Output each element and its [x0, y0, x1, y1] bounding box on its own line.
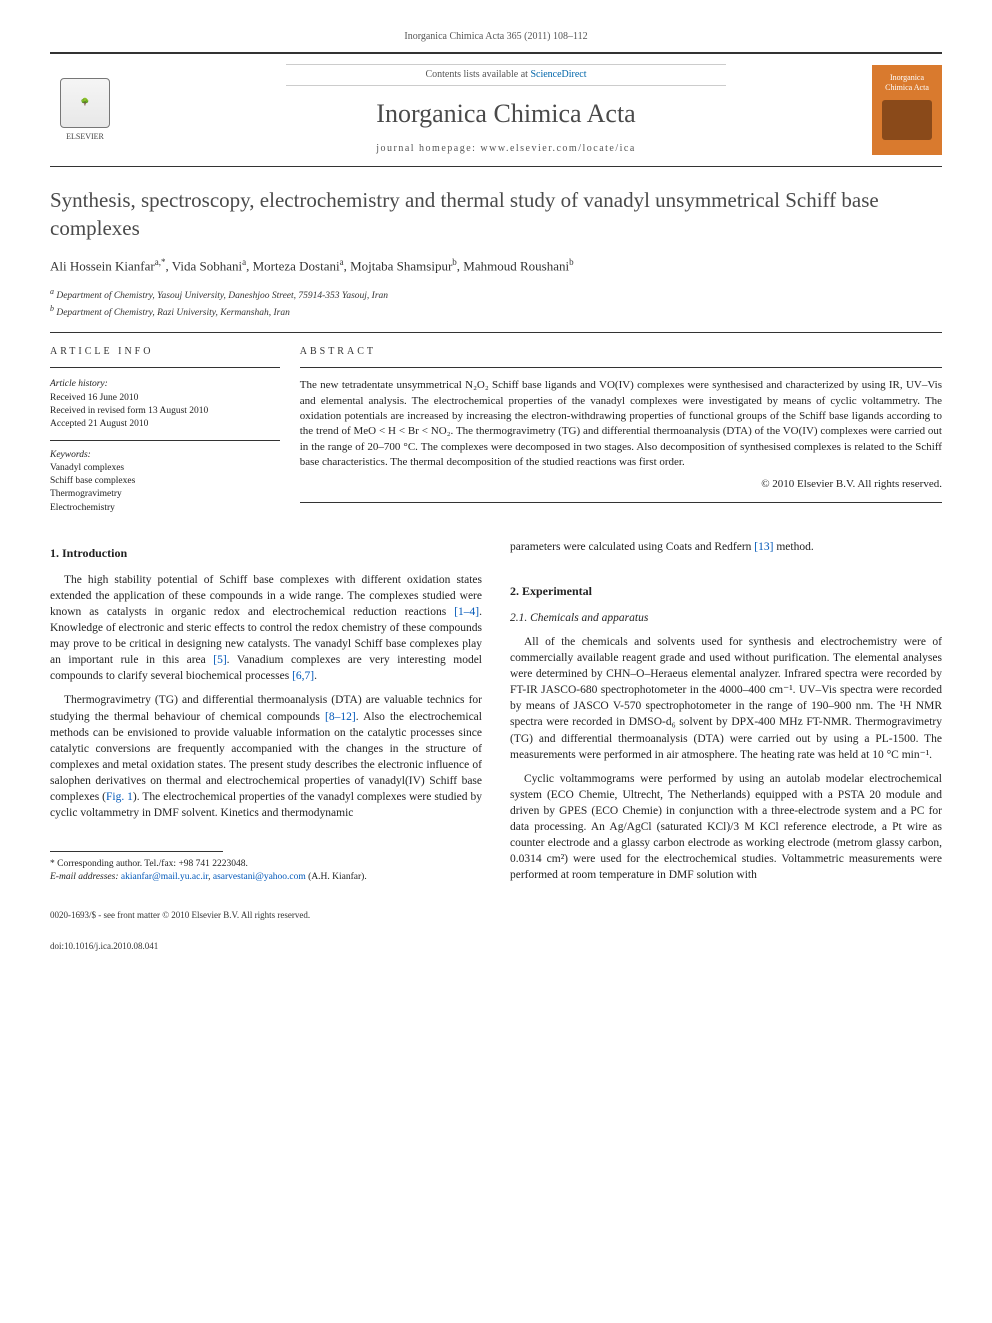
doi-line: doi:10.1016/j.ica.2010.08.041: [50, 940, 942, 953]
affiliations: a Department of Chemistry, Yasouj Univer…: [50, 286, 942, 321]
footnote-separator: [50, 851, 223, 852]
article-info-heading: ARTICLE INFO: [50, 345, 280, 368]
sciencedirect-link[interactable]: ScienceDirect: [530, 69, 586, 80]
contents-prefix: Contents lists available at: [425, 69, 530, 80]
body-columns: 1. Introduction The high stability poten…: [50, 539, 942, 891]
citation-6-7[interactable]: [6,7]: [292, 670, 314, 682]
journal-reference: Inorganica Chimica Acta 365 (2011) 108–1…: [50, 30, 942, 44]
journal-header: 🌳 ELSEVIER Contents lists available at S…: [50, 52, 942, 167]
homepage-prefix: journal homepage:: [376, 143, 480, 154]
article-info-block: ARTICLE INFO Article history: Received 1…: [50, 345, 300, 515]
keyword-item: Schiff base complexes: [50, 475, 280, 488]
exp-p1: All of the chemicals and solvents used f…: [510, 634, 942, 763]
article-title: Synthesis, spectroscopy, electrochemistr…: [50, 187, 942, 242]
authors-line: Ali Hossein Kianfara,*, Vida Sobhania, M…: [50, 256, 942, 276]
section-2-1-heading: 2.1. Chemicals and apparatus: [510, 610, 942, 626]
cover-title-bottom: Chimica Acta: [885, 83, 929, 93]
history-label: Article history:: [50, 378, 280, 391]
abstract-block: ABSTRACT The new tetradentate unsymmetri…: [300, 345, 942, 515]
accepted-date: Accepted 21 August 2010: [50, 418, 280, 431]
keyword-item: Electrochemistry: [50, 502, 280, 515]
keyword-item: Thermogravimetry: [50, 488, 280, 501]
abstract-copyright: © 2010 Elsevier B.V. All rights reserved…: [300, 477, 942, 492]
section-1-heading: 1. Introduction: [50, 545, 482, 562]
info-abstract-row: ARTICLE INFO Article history: Received 1…: [50, 332, 942, 515]
right-column: parameters were calculated using Coats a…: [510, 539, 942, 891]
elsevier-logo[interactable]: 🌳 ELSEVIER: [50, 73, 120, 148]
cover-graphic-icon: [882, 100, 932, 140]
footnote-block: * Corresponding author. Tel./fax: +98 74…: [50, 858, 482, 885]
revised-date: Received in revised form 13 August 2010: [50, 405, 280, 418]
front-matter-line: 0020-1693/$ - see front matter © 2010 El…: [50, 909, 942, 922]
homepage-url[interactable]: www.elsevier.com/locate/ica: [480, 143, 635, 154]
keywords-block: Keywords: Vanadyl complexes Schiff base …: [50, 449, 280, 515]
citation-1-4[interactable]: [1–4]: [454, 606, 479, 618]
exp-p2: Cyclic voltammograms were performed by u…: [510, 771, 942, 884]
contents-available-line: Contents lists available at ScienceDirec…: [286, 64, 725, 86]
intro-p1: The high stability potential of Schiff b…: [50, 572, 482, 685]
abstract-heading: ABSTRACT: [300, 345, 942, 368]
keywords-label: Keywords:: [50, 449, 280, 462]
intro-p2: Thermogravimetry (TG) and differential t…: [50, 692, 482, 821]
article-history: Article history: Received 16 June 2010 R…: [50, 378, 280, 440]
journal-name: Inorganica Chimica Acta: [140, 96, 872, 132]
affiliation-a: a Department of Chemistry, Yasouj Univer…: [50, 286, 942, 303]
abstract-text: The new tetradentate unsymmetrical N₂O₂ …: [300, 378, 942, 503]
keyword-item: Vanadyl complexes: [50, 462, 280, 475]
section-2-heading: 2. Experimental: [510, 583, 942, 600]
header-center: Contents lists available at ScienceDirec…: [140, 64, 872, 156]
citation-5[interactable]: [5]: [213, 654, 226, 666]
intro-p3: parameters were calculated using Coats a…: [510, 539, 942, 555]
cover-title-top: Inorganica: [890, 73, 924, 83]
corresponding-author: * Corresponding author. Tel./fax: +98 74…: [50, 858, 482, 871]
figure-1-ref[interactable]: Fig. 1: [106, 791, 133, 803]
elsevier-tree-icon: 🌳: [60, 78, 110, 128]
journal-homepage: journal homepage: www.elsevier.com/locat…: [140, 142, 872, 156]
elsevier-label: ELSEVIER: [66, 131, 104, 142]
email-line: E-mail addresses: akianfar@mail.yu.ac.ir…: [50, 871, 482, 884]
email-2-link[interactable]: asarvestani@yahoo.com: [213, 872, 306, 882]
citation-13[interactable]: [13]: [754, 541, 773, 553]
affiliation-b: b Department of Chemistry, Razi Universi…: [50, 303, 942, 320]
left-column: 1. Introduction The high stability poten…: [50, 539, 482, 891]
journal-cover-thumbnail[interactable]: Inorganica Chimica Acta: [872, 65, 942, 155]
email-1-link[interactable]: akianfar@mail.yu.ac.ir: [121, 872, 208, 882]
received-date: Received 16 June 2010: [50, 392, 280, 405]
citation-8-12[interactable]: [8–12]: [325, 711, 356, 723]
